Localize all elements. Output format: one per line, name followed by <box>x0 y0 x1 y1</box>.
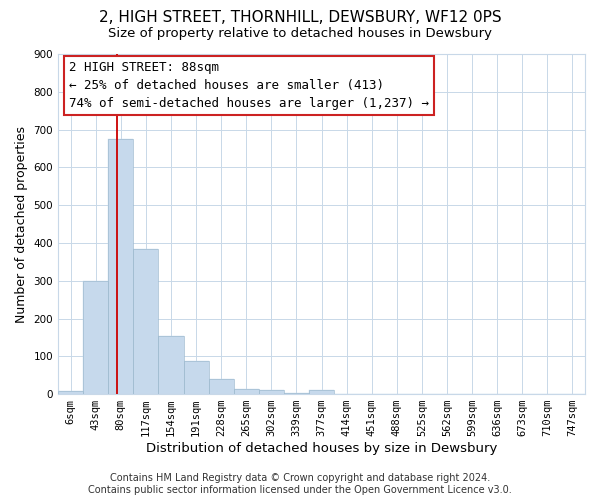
Bar <box>58 391 83 394</box>
Text: Size of property relative to detached houses in Dewsbury: Size of property relative to detached ho… <box>108 28 492 40</box>
Bar <box>83 282 108 394</box>
Bar <box>209 379 233 394</box>
Bar <box>259 390 284 394</box>
X-axis label: Distribution of detached houses by size in Dewsbury: Distribution of detached houses by size … <box>146 442 497 455</box>
Bar <box>158 336 184 394</box>
Bar <box>284 392 309 394</box>
Text: Contains HM Land Registry data © Crown copyright and database right 2024.
Contai: Contains HM Land Registry data © Crown c… <box>88 474 512 495</box>
Bar <box>233 389 259 394</box>
Bar <box>233 389 259 394</box>
Bar <box>284 392 309 394</box>
Text: 2, HIGH STREET, THORNHILL, DEWSBURY, WF12 0PS: 2, HIGH STREET, THORNHILL, DEWSBURY, WF1… <box>98 10 502 25</box>
Bar <box>184 361 209 394</box>
Y-axis label: Number of detached properties: Number of detached properties <box>15 126 28 322</box>
Bar <box>158 336 184 394</box>
Bar <box>133 250 158 394</box>
Bar <box>309 390 334 394</box>
Bar <box>184 361 209 394</box>
Text: 2 HIGH STREET: 88sqm
← 25% of detached houses are smaller (413)
74% of semi-deta: 2 HIGH STREET: 88sqm ← 25% of detached h… <box>68 61 428 110</box>
Bar <box>133 250 158 394</box>
Bar <box>58 391 83 394</box>
Bar <box>83 282 108 394</box>
Bar <box>108 139 133 394</box>
Bar <box>108 139 133 394</box>
Bar <box>259 390 284 394</box>
Bar <box>209 379 233 394</box>
Bar <box>309 390 334 394</box>
